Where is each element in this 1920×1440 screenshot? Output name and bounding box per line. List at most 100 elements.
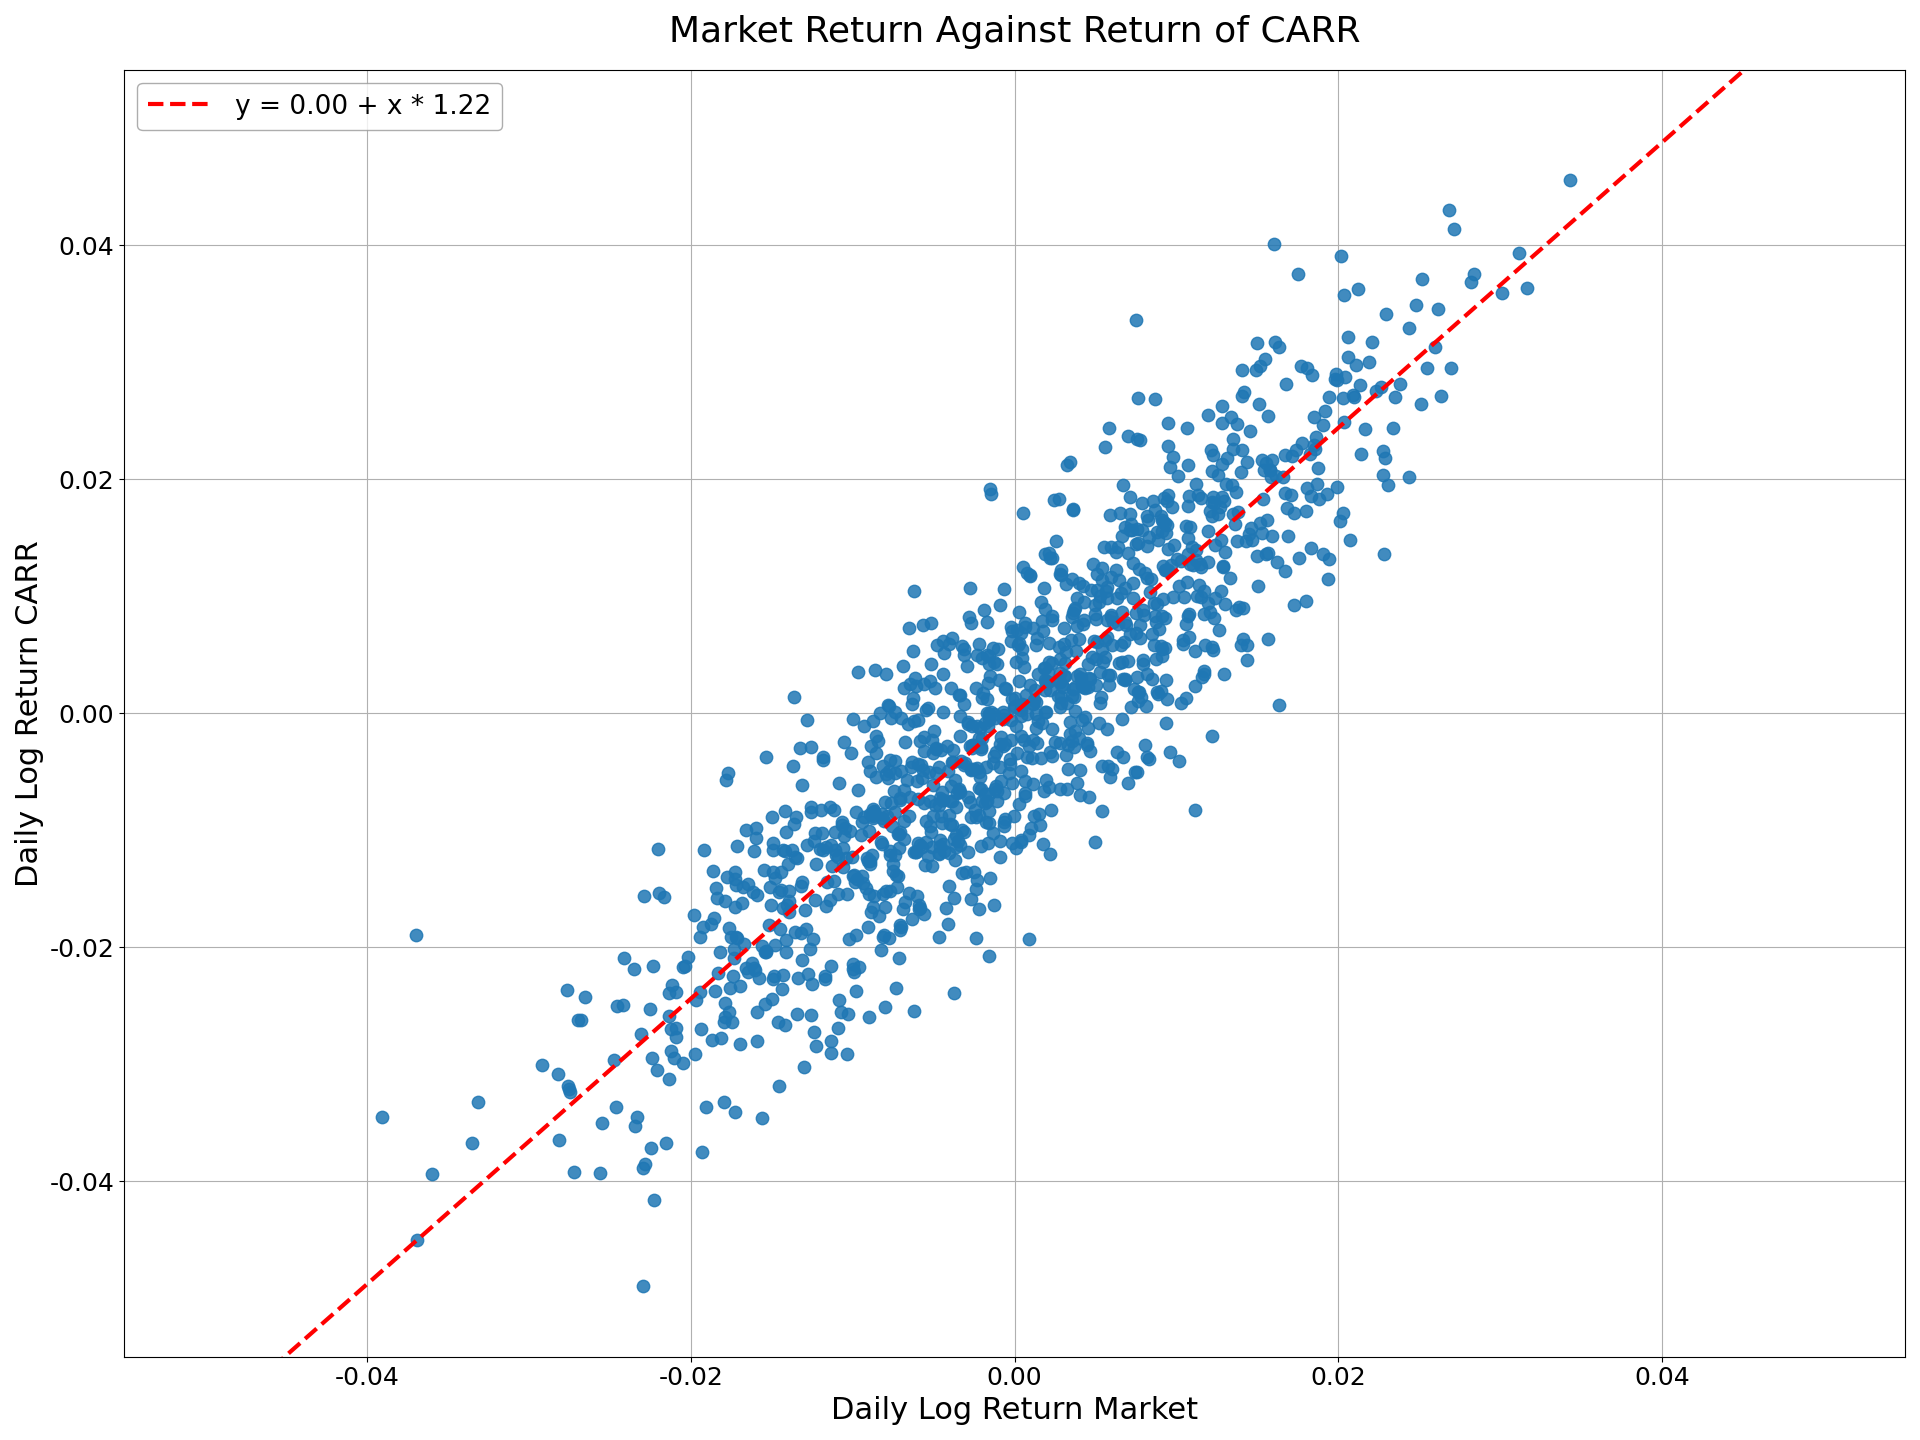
Point [806,749,837,772]
Point [948,753,979,776]
Point [1050,664,1081,687]
Point [973,703,1004,726]
Point [1025,814,1056,837]
Point [1175,552,1206,575]
Point [877,852,908,876]
Point [889,654,920,677]
Point [1338,383,1369,406]
Point [1117,552,1148,575]
Point [1006,622,1037,645]
Point [977,703,1008,726]
Point [1004,631,1035,654]
Point [1154,455,1185,478]
Point [657,973,687,996]
Point [1068,612,1098,635]
Point [852,850,883,873]
Point [1156,495,1187,518]
Point [630,884,660,907]
Point [849,714,879,737]
Point [1187,556,1217,579]
Point [816,1030,847,1053]
Point [1029,576,1060,599]
Point [972,755,1002,778]
Point [1087,755,1117,778]
Point [1085,585,1116,608]
Point [989,782,1020,805]
Point [1079,603,1110,626]
Point [937,739,968,762]
Point [1181,585,1212,608]
Point [1311,482,1342,505]
Point [895,786,925,809]
Point [895,672,925,696]
Point [1192,592,1223,615]
Point [1246,448,1277,471]
Point [1165,691,1196,714]
Point [618,958,649,981]
Point [1110,613,1140,636]
Point [643,881,674,904]
Point [1156,740,1187,763]
Point [945,834,975,857]
Point [1092,717,1123,740]
Point [1206,580,1236,603]
Point [1152,412,1183,435]
Point [1194,500,1225,523]
Point [1131,694,1162,717]
Point [1010,769,1041,792]
Point [1252,628,1283,651]
Point [1142,683,1173,706]
Point [1296,363,1327,386]
Point [1068,575,1098,598]
Point [1052,691,1083,714]
Point [1369,543,1400,566]
Point [1083,590,1114,613]
Point [1455,271,1486,294]
Point [649,886,680,909]
Point [852,916,883,939]
Point [958,733,989,756]
Point [1006,724,1037,747]
Point [685,924,716,948]
Point [787,773,818,796]
Point [885,919,916,942]
Point [962,714,993,737]
Point [828,837,858,860]
Point [1117,518,1148,541]
Point [866,831,897,854]
Point [1033,632,1064,655]
Point [1162,547,1192,570]
Point [914,697,945,720]
Point [1066,759,1096,782]
Point [1008,638,1039,661]
Point [948,636,979,660]
Point [1304,487,1334,510]
Point [643,837,674,860]
Point [1150,559,1181,582]
Point [1062,770,1092,793]
Point [933,841,964,864]
Point [1227,439,1258,462]
Point [883,864,914,887]
Point [1094,674,1125,697]
Point [1012,562,1043,585]
Point [1000,837,1031,860]
Point [833,1002,864,1025]
Point [780,920,810,943]
Point [1139,592,1169,615]
Point [668,955,699,978]
Point [897,756,927,779]
Point [1181,549,1212,572]
Point [1014,927,1044,950]
Point [851,847,881,870]
Point [960,798,991,821]
Point [793,962,824,985]
Point [1114,770,1144,793]
Point [1300,406,1331,429]
Point [956,757,987,780]
Point [636,1047,666,1070]
Point [1252,452,1283,475]
Point [996,708,1027,732]
Point [1250,347,1281,370]
Point [1025,746,1056,769]
